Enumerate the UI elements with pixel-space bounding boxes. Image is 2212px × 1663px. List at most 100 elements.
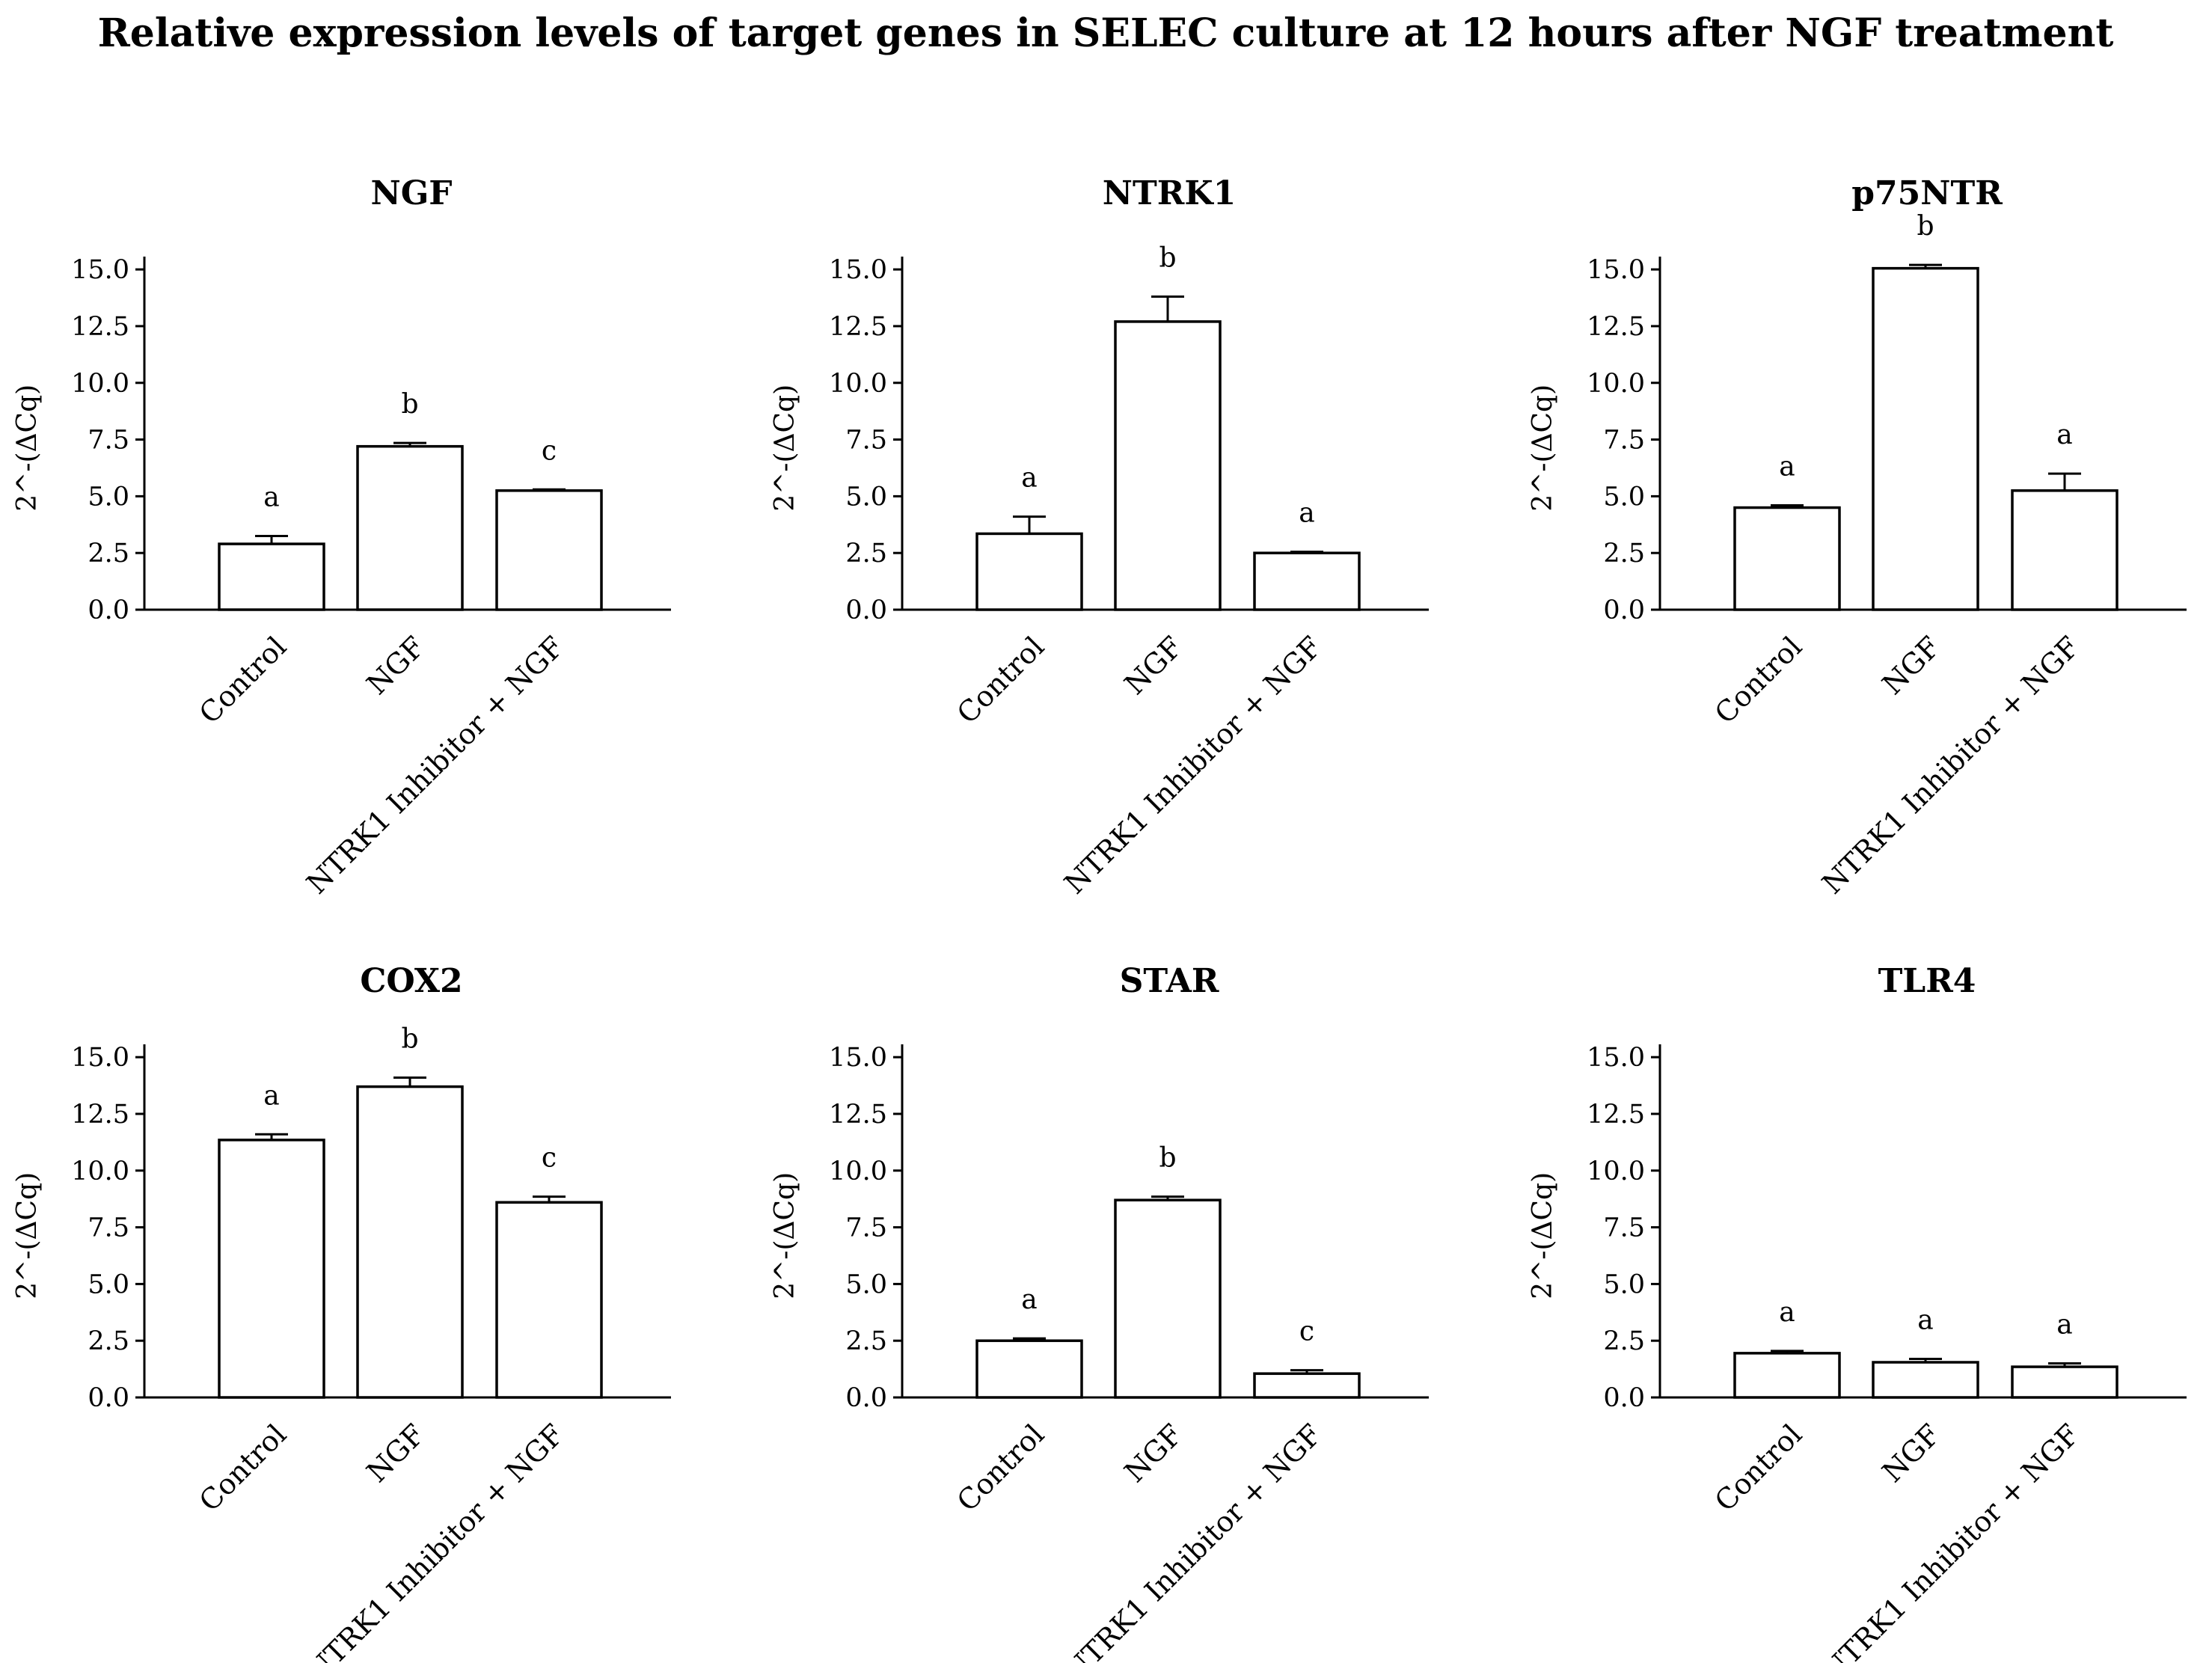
significance-letter: a [2056,1310,2072,1341]
category-label: NTRK1 Inhibitor + NGF [1816,1418,2086,1663]
significance-letter: b [1159,1143,1176,1174]
y-tick-label: 5.0 [1603,1270,1645,1299]
y-tick-label: 15.0 [71,1043,129,1073]
panel-title-cox2: COX2 [360,962,462,1000]
y-tick-label: 15.0 [829,255,887,285]
category-label: NGF [1118,630,1189,701]
figure-title: Relative expression levels of target gen… [98,10,2114,56]
chart-panels: NGF 2^-(ΔCq) 0.0 2.5 5.0 7.5 10.0 12.5 15.0 a Cont… [12,174,2187,1663]
y-tick-label: 12.5 [1587,1100,1645,1130]
bar-cox2-2 [356,1085,464,1399]
category-label: NTRK1 Inhibitor + NGF [1816,630,2086,900]
y-axis-label: 2^-(ΔCq) [770,385,800,512]
bar-p75ntr-2 [1872,266,1979,611]
y-tick-label: 15.0 [71,255,129,285]
category-label: NTRK1 Inhibitor + NGF [300,1418,570,1663]
y-tick-label: 12.5 [829,1100,887,1130]
y-tick-label: 2.5 [1603,539,1645,569]
panel-title-tlr4: TLR4 [1878,962,1976,1000]
bar-ntrk1-2 [1114,320,1222,611]
y-axis-label: 2^-(ΔCq) [12,1172,43,1299]
y-tick-label: 10.0 [1587,1157,1645,1186]
bar-star-3 [1253,1372,1361,1399]
significance-letter: b [401,1023,418,1054]
category-label: NTRK1 Inhibitor + NGF [1058,630,1328,900]
category-label: Control [951,1418,1051,1518]
chart-panel-ntrk1: NTRK1 2^-(ΔCq) 0.0 2.5 5.0 7.5 10.0 12.5 15.0 a Co… [770,174,1429,900]
bar-ntrk1-3 [1253,551,1361,611]
chart-panel-cox2: COX2 2^-(ΔCq) 0.0 2.5 5.0 7.5 10.0 12.5 15.0 a Con… [12,962,671,1663]
y-tick-label: 10.0 [1587,369,1645,399]
bar-ntrk1-1 [975,532,1083,611]
y-axis-label: 2^-(ΔCq) [770,1172,800,1299]
y-tick-label: 5.0 [845,482,887,512]
significance-letter: a [1779,452,1795,483]
y-tick-label: 15.0 [1587,1043,1645,1073]
significance-letter: a [1299,498,1314,529]
significance-letter: a [1917,1305,1933,1335]
bar-cox2-1 [218,1139,325,1399]
y-tick-label: 0.0 [845,595,887,625]
y-tick-label: 2.5 [845,539,887,569]
y-tick-label: 15.0 [829,1043,887,1073]
significance-letter: b [401,389,418,420]
bar-tlr4-3 [2011,1365,2118,1399]
y-tick-label: 7.5 [1603,1213,1645,1243]
category-label: NGF [361,1418,432,1489]
significance-letter: c [542,1143,557,1174]
bar-ngf-1 [218,542,325,611]
bar-tlr4-2 [1872,1361,1979,1399]
y-tick-label: 5.0 [1603,482,1645,512]
bar-p75ntr-3 [2011,489,2118,611]
y-tick-label: 10.0 [71,1157,129,1186]
y-tick-label: 7.5 [88,426,129,456]
significance-letter: a [1779,1297,1795,1328]
y-tick-label: 10.0 [829,369,887,399]
y-tick-label: 12.5 [71,1100,129,1130]
significance-letter: c [1299,1317,1314,1347]
chart-panel-star: STAR 2^-(ΔCq) 0.0 2.5 5.0 7.5 10.0 12.5 15.0 a Con… [770,962,1429,1663]
category-label: NTRK1 Inhibitor + NGF [300,630,570,900]
panel-title-ngf: NGF [370,174,452,212]
y-tick-label: 7.5 [88,1213,129,1243]
category-label: Control [1709,630,1809,730]
y-tick-label: 7.5 [845,426,887,456]
category-label: Control [951,630,1051,730]
category-label: Control [1709,1418,1809,1518]
y-axis-label: 2^-(ΔCq) [12,385,43,512]
y-tick-label: 0.0 [1603,595,1645,625]
y-tick-label: 12.5 [71,312,129,342]
significance-letter: a [2056,420,2072,450]
bar-star-1 [975,1339,1083,1399]
y-tick-label: 0.0 [845,1383,887,1413]
panel-title-p75ntr: p75NTR [1851,174,2003,212]
y-tick-label: 7.5 [1603,426,1645,456]
category-label: NGF [361,630,432,701]
y-tick-label: 0.0 [1603,1383,1645,1413]
bar-ngf-2 [356,444,464,611]
category-label: Control [193,1418,293,1518]
category-label: NGF [1876,1418,1947,1489]
bar-tlr4-1 [1733,1352,1841,1399]
category-label: Control [193,630,293,730]
bar-cox2-3 [495,1201,603,1399]
category-label: NTRK1 Inhibitor + NGF [1058,1418,1328,1663]
y-tick-label: 2.5 [845,1326,887,1356]
chart-panel-ngf: NGF 2^-(ΔCq) 0.0 2.5 5.0 7.5 10.0 12.5 15.0 a Cont… [12,174,671,900]
significance-letter: a [263,482,279,512]
y-tick-label: 2.5 [88,1326,129,1356]
significance-letter: b [1159,243,1176,274]
y-tick-label: 5.0 [845,1270,887,1299]
bar-ngf-3 [495,489,603,611]
chart-panel-p75ntr: p75NTR 2^-(ΔCq) 0.0 2.5 5.0 7.5 10.0 12.5 15.0 a C… [1528,174,2187,900]
y-tick-label: 2.5 [88,539,129,569]
y-axis-label: 2^-(ΔCq) [1528,1172,1558,1299]
significance-letter: b [1917,211,1934,242]
y-tick-label: 5.0 [88,1270,129,1299]
y-axis-label: 2^-(ΔCq) [1528,385,1558,512]
chart-panel-tlr4: TLR4 2^-(ΔCq) 0.0 2.5 5.0 7.5 10.0 12.5 15.0 a Con… [1528,962,2187,1663]
y-tick-label: 5.0 [88,482,129,512]
category-label: NGF [1118,1418,1189,1489]
significance-letter: a [263,1080,279,1111]
